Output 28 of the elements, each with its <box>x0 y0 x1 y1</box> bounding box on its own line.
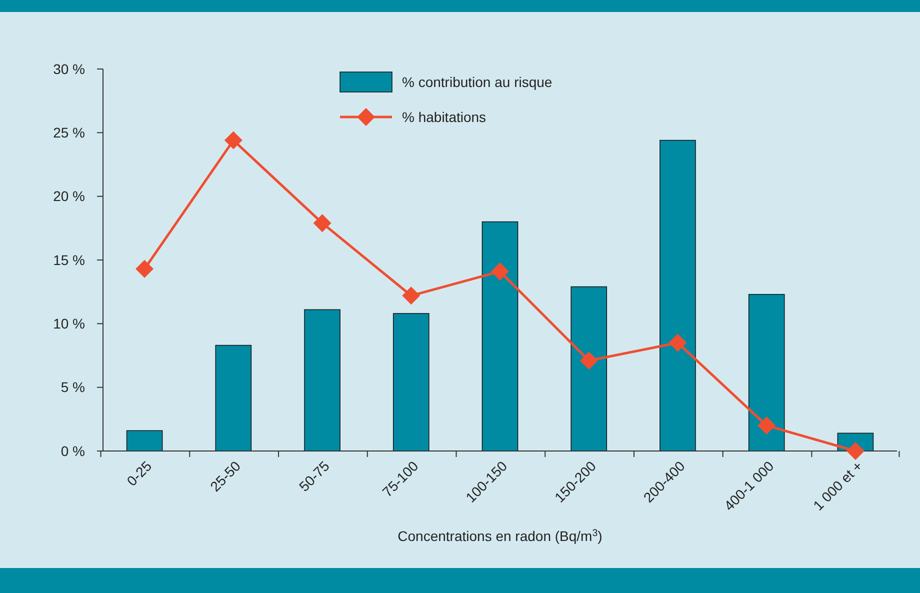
y-tick-label: 5 % <box>60 379 85 396</box>
legend-label: % contribution au risque <box>402 74 552 90</box>
y-tick-label: 30 % <box>53 60 85 77</box>
bar <box>570 286 608 452</box>
point <box>846 442 864 460</box>
bar <box>748 294 785 452</box>
point <box>136 260 154 278</box>
y-tick-label: 25 % <box>53 124 85 141</box>
x-axis-title: Concentrations en radon (Bq/m$^{3}$) <box>398 528 602 544</box>
point <box>491 262 509 280</box>
point <box>402 286 420 305</box>
point <box>668 334 687 352</box>
point <box>224 131 242 150</box>
point <box>313 214 332 232</box>
point <box>758 416 776 435</box>
bar <box>660 140 696 452</box>
bar <box>126 430 163 452</box>
bar <box>215 344 252 452</box>
y-tick-label: 10 % <box>53 316 85 332</box>
bar <box>392 313 430 452</box>
bar <box>304 309 340 452</box>
x-tick-label: 1 000 et + <box>810 458 866 514</box>
point <box>580 352 598 370</box>
legend-label: % habitations <box>402 108 486 125</box>
y-tick-label: 15 % <box>53 252 85 268</box>
y-tick-label: 0 % <box>60 442 85 459</box>
y-tick-label: 20 % <box>53 188 85 204</box>
bar <box>482 221 518 452</box>
